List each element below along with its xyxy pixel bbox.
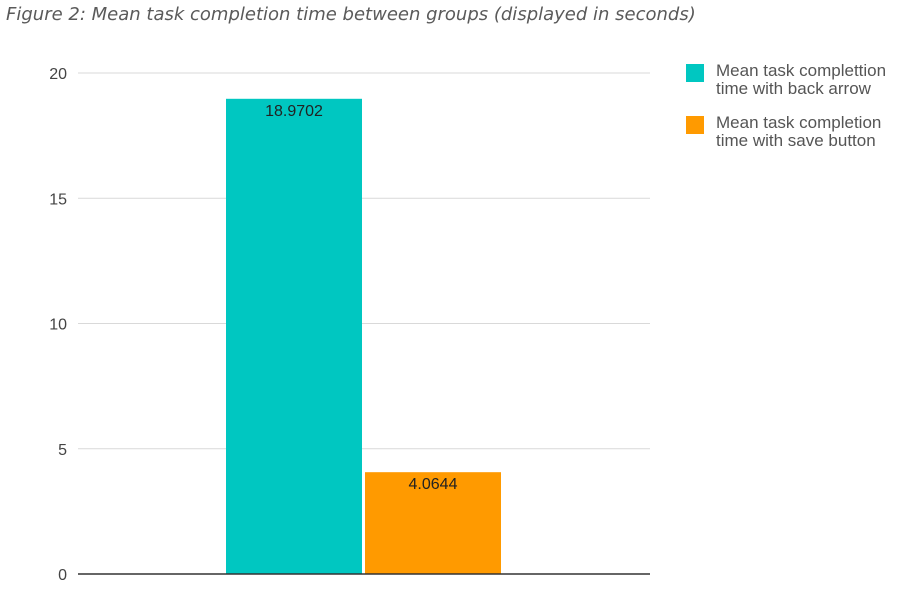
y-tick-label-0: 0 bbox=[58, 567, 67, 584]
y-axis-tick-labels: 0 5 10 15 20 bbox=[49, 66, 67, 584]
data-labels: 18.9702 4.0644 bbox=[265, 103, 457, 493]
data-label-back-arrow: 18.9702 bbox=[265, 103, 323, 120]
data-label-save-button: 4.0644 bbox=[409, 476, 458, 493]
legend-label-save-button: Mean task completion time with save butt… bbox=[716, 114, 881, 150]
bar-back-arrow bbox=[226, 98, 362, 574]
legend-label-save-button-line2: time with save button bbox=[716, 131, 876, 150]
figure-caption: Figure 2: Mean task completion time betw… bbox=[6, 4, 696, 25]
gridlines bbox=[78, 72, 650, 450]
legend-item-back-arrow: Mean task complettion time with back arr… bbox=[686, 62, 914, 98]
legend-label-back-arrow-line1: Mean task complettion bbox=[716, 61, 887, 80]
legend-swatch-save-button bbox=[686, 116, 704, 134]
y-tick-label-15: 15 bbox=[49, 191, 67, 208]
legend-label-back-arrow-line2: time with back arrow bbox=[716, 79, 871, 98]
bar-save-button bbox=[365, 472, 501, 574]
y-tick-label-20: 20 bbox=[49, 66, 67, 83]
legend: Mean task complettion time with back arr… bbox=[686, 62, 914, 166]
legend-label-back-arrow: Mean task complettion time with back arr… bbox=[716, 62, 886, 98]
y-tick-label-10: 10 bbox=[49, 317, 67, 334]
y-tick-label-5: 5 bbox=[58, 442, 67, 459]
legend-label-save-button-line1: Mean task completion bbox=[716, 113, 882, 132]
legend-swatch-back-arrow bbox=[686, 64, 704, 82]
bars bbox=[226, 98, 501, 574]
legend-item-save-button: Mean task completion time with save butt… bbox=[686, 114, 914, 150]
